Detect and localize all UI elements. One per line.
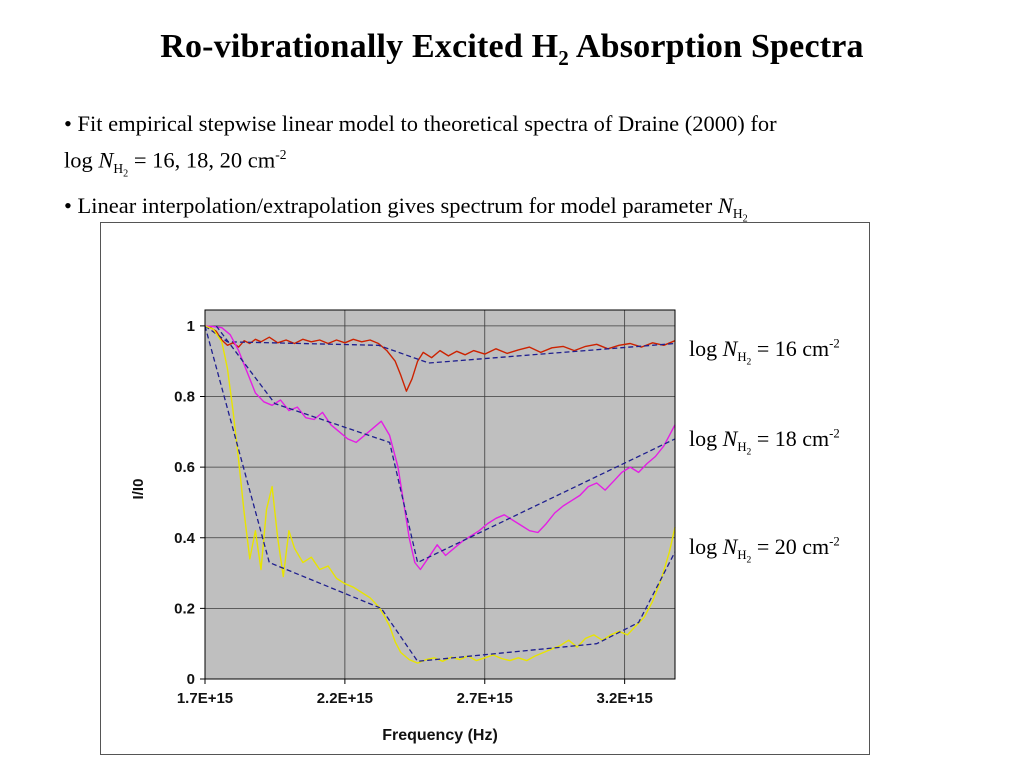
series-label-16-sub-2: 2 [746, 356, 752, 368]
series-label-16-N: N [722, 336, 738, 361]
title-text-2: Absorption Spectra [569, 28, 864, 65]
svg-text:0.6: 0.6 [174, 459, 195, 476]
title-text: Ro-vibrationally Excited H [160, 28, 559, 65]
svg-text:1.7E+15: 1.7E+15 [177, 690, 233, 707]
title-subscript: 2 [558, 45, 570, 70]
chart-box: 1.7E+15 2.2E+15 2.7E+15 3.2E+15 1 0.8 0.6 0.4 0.… [100, 222, 870, 755]
series-label-18-subscript: H2 [737, 440, 751, 458]
bullet-2-N-subscript: H2 [732, 206, 748, 225]
series-label-18-value: = 18 cm [751, 426, 830, 451]
series-label-16-sub-h: H [737, 350, 747, 365]
series-label-18-N: N [722, 426, 738, 451]
bullet-1-text: • Fit empirical stepwise linear model to… [64, 111, 777, 136]
bullet-2-sub-h: H [732, 206, 743, 222]
series-label-18-exponent: -2 [829, 426, 840, 441]
series-label-18: log NH2 = 18 cm-2 [689, 426, 840, 458]
svg-text:2.2E+15: 2.2E+15 [317, 690, 373, 707]
svg-text:0.2: 0.2 [174, 600, 195, 617]
series-label-18-log: log [689, 426, 723, 451]
bullet-1-N-subscript: H2 [113, 161, 128, 180]
series-label-20-N: N [722, 534, 738, 559]
bullet-1-sub-2: 2 [123, 168, 129, 180]
series-label-16-exponent: -2 [829, 336, 840, 351]
svg-text:0.4: 0.4 [174, 530, 196, 547]
bullet-1-N: N [98, 147, 114, 173]
series-label-18-sub-h: H [737, 440, 747, 455]
bullet-2-text: • Linear interpolation/extrapolation giv… [64, 192, 718, 218]
series-label-16-subscript: H2 [737, 350, 751, 368]
svg-text:2.7E+15: 2.7E+15 [457, 690, 513, 707]
chart-svg: 1.7E+15 2.2E+15 2.7E+15 3.2E+15 1 0.8 0.6 0.4 0.… [174, 309, 676, 707]
bullet-2-N: N [717, 192, 733, 218]
series-label-20-sub-h: H [737, 548, 747, 563]
series-label-20: log NH2 = 20 cm-2 [689, 534, 840, 566]
bullet-2-sub-2: 2 [742, 213, 748, 225]
svg-text:3.2E+15: 3.2E+15 [596, 690, 652, 707]
svg-text:1: 1 [187, 318, 195, 335]
svg-text:0: 0 [187, 671, 195, 688]
series-label-16: log NH2 = 16 cm-2 [689, 336, 840, 368]
series-label-20-sub-2: 2 [746, 554, 752, 566]
page-title: Ro-vibrationally Excited H2 Absorption S… [0, 28, 1024, 71]
bullet-1-sub-h: H [113, 161, 124, 176]
series-label-16-log: log [689, 336, 723, 361]
bullet-1-values: = 16, 18, 20 cm [128, 147, 276, 173]
series-label-18-sub-2: 2 [746, 446, 752, 458]
bullet-1-line-2: log NH2 = 16, 18, 20 cm-2 [64, 139, 974, 190]
bullet-2: • Linear interpolation/extrapolation giv… [64, 190, 974, 235]
series-label-20-value: = 20 cm [751, 534, 830, 559]
svg-text:0.8: 0.8 [174, 389, 195, 406]
series-label-16-value: = 16 cm [751, 336, 830, 361]
y-axis-title: I/I0 [130, 478, 147, 500]
bullet-1-exponent: -2 [275, 147, 287, 162]
series-label-20-log: log [689, 534, 723, 559]
bullet-1-log: log [64, 147, 99, 173]
series-label-20-subscript: H2 [737, 548, 751, 566]
series-label-20-exponent: -2 [829, 534, 840, 549]
bullet-list: • Fit empirical stepwise linear model to… [64, 108, 974, 235]
bullet-1-line-1: • Fit empirical stepwise linear model to… [64, 108, 974, 139]
x-axis-title: Frequency (Hz) [382, 727, 498, 744]
